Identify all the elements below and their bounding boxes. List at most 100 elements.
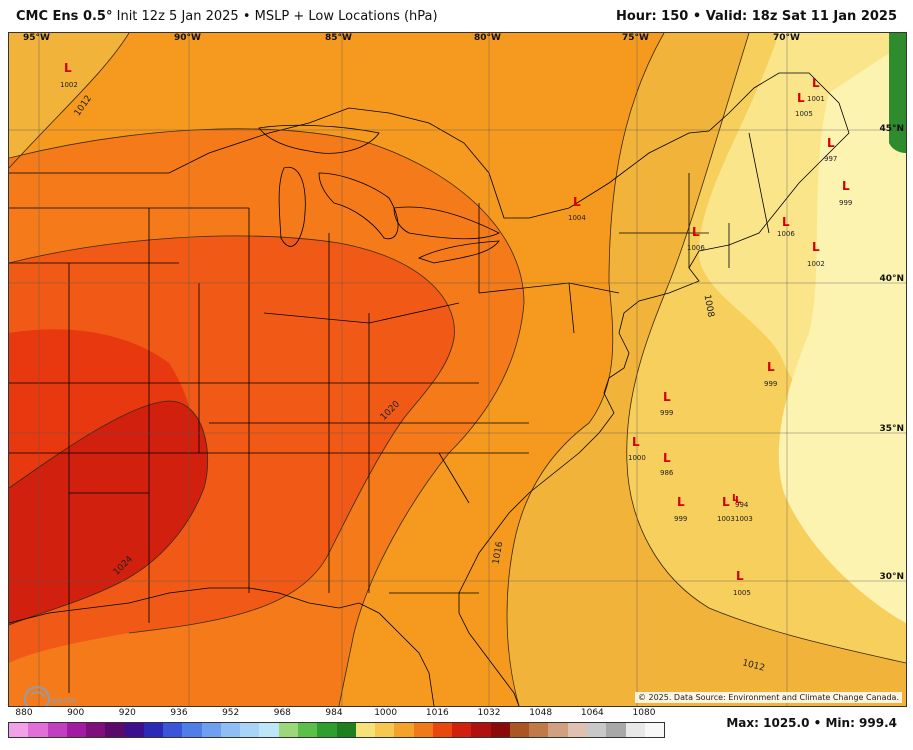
legend-color-bar bbox=[8, 722, 665, 738]
low-pressure: 1003 bbox=[717, 515, 735, 523]
lat-label-30n: 30°N bbox=[879, 572, 904, 582]
legend-swatch bbox=[509, 723, 530, 737]
legend-label: 968 bbox=[273, 708, 291, 718]
legend-swatch bbox=[47, 723, 67, 737]
lon-label-70w: 70°W bbox=[773, 33, 800, 43]
map-canvas bbox=[9, 33, 906, 706]
coastlines-borders bbox=[9, 33, 906, 706]
legend-label: 1000 bbox=[374, 708, 398, 718]
stats-separator: • bbox=[813, 716, 826, 730]
low-pressure: 1003 bbox=[735, 515, 753, 523]
legend-swatch bbox=[240, 723, 260, 737]
low-pressure: 999 bbox=[660, 409, 674, 417]
legend-swatch bbox=[625, 723, 645, 737]
lon-label-90w: 90°W bbox=[174, 33, 201, 43]
low-marker: L bbox=[573, 195, 581, 209]
legend-swatch bbox=[278, 723, 298, 737]
lat-label-45n: 45°N bbox=[879, 124, 904, 134]
legend-label: 936 bbox=[170, 708, 188, 718]
valid-date: Valid: 18z Sat 11 Jan 2025 bbox=[705, 9, 897, 24]
great-lakes bbox=[258, 124, 500, 264]
legend-swatch bbox=[567, 723, 587, 737]
low-marker: L bbox=[677, 495, 685, 509]
low-marker: L bbox=[797, 91, 805, 105]
legend-swatch bbox=[28, 723, 48, 737]
low-pressure: 1006 bbox=[777, 230, 795, 238]
pressure-map: 95°W 90°W 85°W 80°W 75°W 70°W 45°N 40°N … bbox=[8, 32, 907, 707]
low-pressure: 999 bbox=[764, 380, 778, 388]
legend-swatch bbox=[66, 723, 87, 737]
title-separator: • bbox=[242, 9, 255, 24]
max-min-stats: Max: 1025.0 • Min: 999.4 bbox=[726, 716, 897, 730]
low-marker: L bbox=[632, 435, 640, 449]
legend-label: 1032 bbox=[477, 708, 501, 718]
isobar-1016 bbox=[9, 128, 525, 706]
logo-text: WEATHERBELL bbox=[51, 697, 77, 705]
legend-swatch bbox=[394, 723, 414, 737]
legend-swatch bbox=[86, 723, 106, 737]
legend-swatch bbox=[586, 723, 607, 737]
legend-label: 984 bbox=[325, 708, 343, 718]
forecast-hour: Hour: 150 bbox=[615, 9, 689, 24]
low-pressure: 1005 bbox=[795, 110, 813, 118]
low-marker: L bbox=[827, 136, 835, 150]
low-pressure: 1001 bbox=[807, 95, 825, 103]
data-source-credit: © 2025. Data Source: Environment and Cli… bbox=[634, 692, 902, 703]
isobar-1012-nw bbox=[9, 33, 130, 169]
legend-swatch bbox=[220, 723, 241, 737]
low-pressure: 1005 bbox=[733, 589, 751, 597]
legend-swatch bbox=[529, 723, 549, 737]
isobar-1008 bbox=[626, 33, 906, 664]
legend-swatch bbox=[355, 723, 376, 737]
lon-label-80w: 80°W bbox=[474, 33, 501, 43]
legend-label: 920 bbox=[118, 708, 136, 718]
logo-graphic: WEATHERBELL bbox=[23, 685, 77, 706]
low-pressure: 997 bbox=[824, 155, 838, 163]
legend-label: 880 bbox=[15, 708, 33, 718]
low-pressure: 994 bbox=[735, 501, 749, 509]
lon-label-95w: 95°W bbox=[23, 33, 50, 43]
init-time: Init 12z 5 Jan 2025 bbox=[116, 9, 239, 24]
lat-label-40n: 40°N bbox=[879, 274, 904, 284]
legend-swatch bbox=[644, 723, 665, 737]
legend-swatch bbox=[413, 723, 433, 737]
legend-swatch bbox=[606, 723, 626, 737]
legend-label: 900 bbox=[67, 708, 85, 718]
legend-label: 1080 bbox=[632, 708, 656, 718]
canada-us-border bbox=[9, 72, 850, 219]
legend-swatch bbox=[336, 723, 356, 737]
low-marker: L bbox=[722, 495, 730, 509]
low-pressure: 999 bbox=[674, 515, 688, 523]
low-marker: L bbox=[736, 569, 744, 583]
legend-swatch bbox=[452, 723, 472, 737]
map-title: CMC Ens 0.5° Init 12z 5 Jan 2025 • MSLP … bbox=[16, 9, 438, 24]
color-legend: 880 900 920 936 952 968 984 1000 1016 1032 1048 106… bbox=[8, 708, 665, 748]
legend-labels: 880 900 920 936 952 968 984 1000 1016 1032 1048 106… bbox=[8, 708, 663, 722]
low-pressure: 1004 bbox=[568, 214, 586, 222]
legend-swatch bbox=[432, 723, 453, 737]
legend-swatch bbox=[548, 723, 568, 737]
product-name: MSLP + Low Locations (hPa) bbox=[254, 9, 438, 24]
lat-label-35n: 35°N bbox=[879, 424, 904, 434]
legend-label: 1048 bbox=[529, 708, 553, 718]
low-marker: L bbox=[782, 215, 790, 229]
low-marker: L bbox=[735, 495, 742, 506]
low-marker: L bbox=[663, 451, 671, 465]
low-marker: L bbox=[732, 493, 739, 504]
max-value: Max: 1025.0 bbox=[726, 716, 810, 730]
low-marker: L bbox=[767, 360, 775, 374]
isobars bbox=[9, 33, 906, 706]
legend-swatch bbox=[143, 723, 164, 737]
region-1024 bbox=[9, 401, 208, 625]
atlantic-coast bbox=[458, 162, 820, 706]
region-1000 bbox=[778, 43, 906, 623]
low-pressure: 1006 bbox=[687, 244, 705, 252]
legend-swatch bbox=[124, 723, 144, 737]
valid-time: Hour: 150 • Valid: 18z Sat 11 Jan 2025 bbox=[616, 9, 897, 24]
low-pressure: 1002 bbox=[60, 81, 78, 89]
low-marker: L bbox=[64, 61, 72, 75]
legend-label: 952 bbox=[222, 708, 240, 718]
legend-swatch bbox=[163, 723, 183, 737]
region-996 bbox=[889, 33, 906, 153]
model-name: CMC Ens 0.5° bbox=[16, 9, 113, 24]
